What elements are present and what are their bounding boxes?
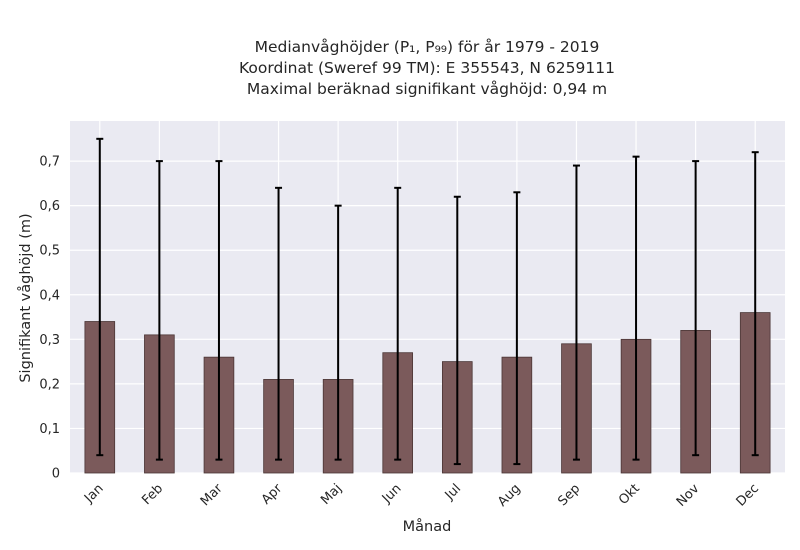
error-bar-aug: [513, 191, 521, 466]
x-tick-label-apr: Apr: [259, 481, 286, 508]
x-tick-label-jul: Jul: [442, 481, 464, 503]
x-tick-label-feb: Feb: [139, 481, 166, 508]
error-bar-maj: [334, 204, 342, 461]
error-bars: [96, 137, 759, 466]
x-axis-label: Månad: [403, 518, 452, 535]
x-tick-label-mar: Mar: [198, 481, 226, 509]
error-bar-dec: [751, 151, 759, 457]
y-tick-label: 0,7: [39, 155, 60, 170]
error-bar-okt: [632, 155, 640, 461]
title-line-3: Maximal beräknad signifikant våghöjd: 0,…: [247, 80, 607, 98]
error-bar-jun: [394, 186, 402, 461]
y-tick-label: 0,6: [39, 199, 60, 214]
y-tick-label: 0,1: [39, 422, 60, 437]
error-bar-jul: [453, 195, 461, 466]
error-bar-mar: [215, 160, 223, 461]
y-tick-label: 0,3: [39, 333, 60, 348]
x-axis-ticks: Jan Feb Mar Apr Maj Jun Jul Aug Sep Okt Nov Dec: [81, 481, 762, 510]
x-tick-label-aug: Aug: [495, 481, 524, 510]
title-line-1: Medianvåghöjder (P₁, P₉₉) för år 1979 - …: [255, 38, 600, 56]
x-tick-label-nov: Nov: [674, 481, 703, 510]
y-tick-label: 0,5: [39, 244, 60, 259]
chart-title: Medianvåghöjder (P₁, P₉₉) för år 1979 - …: [239, 38, 615, 98]
x-tick-label-dec: Dec: [734, 481, 762, 509]
error-bar-sep: [572, 164, 580, 461]
x-tick-label-jan: Jan: [81, 481, 106, 506]
y-axis-ticks: 0 0,1 0,2 0,3 0,4 0,5 0,6 0,7: [39, 155, 60, 482]
y-tick-label: 0: [52, 467, 60, 482]
error-bar-apr: [275, 186, 283, 461]
y-tick-label: 0,2: [39, 377, 60, 392]
x-tick-label-okt: Okt: [616, 481, 643, 508]
x-tick-label-sep: Sep: [555, 481, 583, 509]
error-bar-jan: [96, 137, 104, 457]
x-tick-label-maj: Maj: [318, 481, 345, 508]
title-line-2: Koordinat (Sweref 99 TM): E 355543, N 62…: [239, 59, 615, 77]
y-axis-label: Signifikant våghöjd (m): [17, 213, 34, 382]
error-bar-feb: [155, 160, 163, 461]
x-tick-label-jun: Jun: [379, 481, 405, 507]
y-tick-label: 0,4: [39, 288, 60, 303]
error-bar-nov: [692, 160, 700, 457]
plot-area: [70, 121, 785, 473]
